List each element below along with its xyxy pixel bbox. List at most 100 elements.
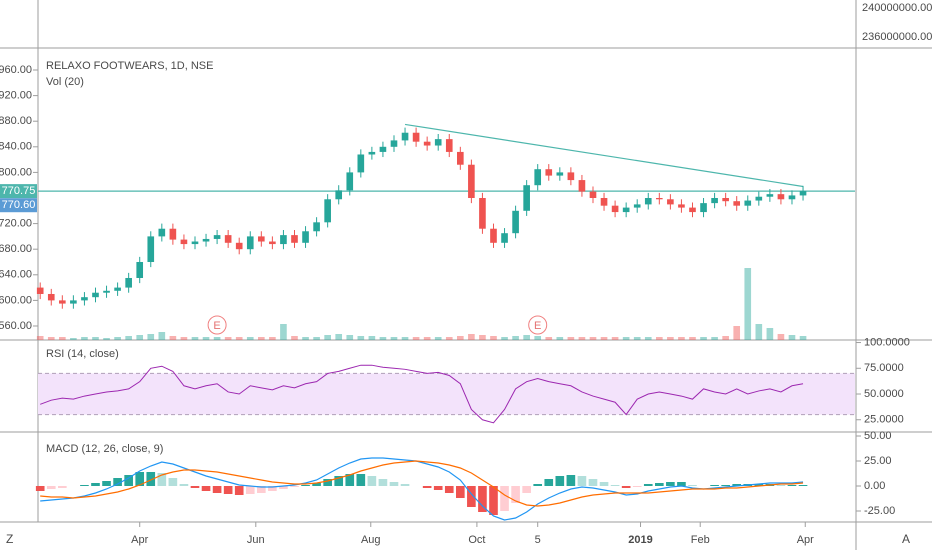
earnings-label: E [213, 320, 220, 332]
volume-bar [788, 335, 796, 340]
macd-histogram-bar [168, 478, 178, 486]
macd-histogram-bar [301, 485, 310, 486]
macd-histogram-bar [378, 479, 388, 486]
volume-bar [490, 336, 497, 340]
candle-body [180, 239, 188, 245]
candle-body [191, 241, 199, 245]
x-tick-label: Oct [468, 534, 485, 546]
candle-body [578, 180, 586, 192]
candle-body [744, 200, 752, 206]
candle-body [567, 172, 575, 181]
price-label-box [0, 184, 37, 199]
volume-bar [114, 337, 121, 340]
volume-bar [246, 337, 254, 340]
macd-histogram-bar [511, 486, 520, 503]
candle-body [357, 154, 365, 173]
volume-bar [501, 337, 508, 340]
candle-body [235, 242, 243, 250]
y-tick-label: -25.00 [864, 505, 895, 517]
earnings-marker [207, 315, 227, 335]
candle-body [788, 195, 796, 200]
candle-body [59, 300, 66, 304]
macd-histogram-bar [533, 484, 543, 486]
volume-bar [678, 337, 685, 340]
volume-bar [280, 324, 287, 340]
macd-histogram-bar [124, 475, 133, 486]
volume-bar [512, 336, 519, 340]
volume-bar [202, 337, 210, 340]
macd-histogram-bar [544, 479, 554, 486]
volume-bar [722, 336, 729, 340]
volume-bar [401, 337, 409, 340]
macd-histogram-bar [555, 476, 565, 486]
candle-body [689, 207, 696, 213]
y-tick-label: 25.0000 [864, 414, 904, 426]
candle-body [722, 197, 729, 202]
candle-body [534, 169, 542, 186]
volume-bar [36, 336, 44, 340]
macd-histogram-bar [334, 476, 344, 486]
macd-histogram-bar [157, 473, 167, 486]
y-tick-label: 960.00 [0, 64, 32, 76]
macd-histogram-bar [677, 482, 686, 486]
macd-legend: MACD (12, 26, close, 9) [46, 443, 163, 455]
y-tick-label: 100.0000 [864, 336, 910, 348]
volume-bar [589, 337, 597, 340]
macd-histogram-bar [323, 479, 332, 486]
macd-histogram-bar [522, 486, 531, 493]
macd-histogram-bar [588, 479, 598, 486]
y-tick-label: 640.00 [0, 269, 32, 281]
x-tick-label: 2019 [628, 534, 652, 546]
price-label-box [0, 198, 37, 213]
macd-histogram-bar [500, 486, 509, 511]
candle-body [36, 287, 44, 294]
volume-bar [744, 268, 752, 340]
auto-scale-button[interactable]: A [902, 532, 910, 546]
volume-bar [556, 337, 564, 340]
volume-bar [92, 337, 99, 340]
candle-body [158, 228, 166, 237]
candle-body [644, 197, 652, 205]
volume-bar [59, 337, 66, 340]
y-tick-label: 600.00 [0, 294, 32, 306]
macd-histogram-bar [599, 482, 609, 486]
x-tick-label: Aug [361, 534, 381, 546]
candle-body [47, 293, 55, 301]
macd-histogram-bar [776, 485, 786, 486]
volume-bar [578, 337, 586, 340]
y-tick-label: 840.00 [0, 141, 32, 153]
candle-body [633, 204, 641, 208]
candle-body [313, 222, 320, 232]
candle-body [114, 287, 121, 291]
volume-bar [224, 337, 232, 340]
macd-histogram-bar [643, 484, 653, 486]
x-tick-label: 5 [535, 534, 541, 546]
candle-body [755, 196, 763, 201]
candle-body [656, 197, 663, 200]
macd-histogram-bar [389, 482, 399, 486]
y-tick-label: 920.00 [0, 90, 32, 102]
volume-bar [357, 336, 365, 340]
candle-body [202, 238, 210, 242]
price-label: 770.60 [2, 199, 36, 211]
volume-bar [125, 336, 132, 340]
volume-bar [103, 338, 110, 340]
rsi-legend: RSI (14, close) [46, 348, 119, 360]
macd-histogram-bar [179, 484, 189, 486]
volume-bar [600, 337, 608, 340]
macd-histogram-bar [688, 485, 697, 486]
macd-histogram-bar [279, 486, 288, 489]
macd-histogram-bar [400, 484, 410, 486]
volume-bar [755, 324, 763, 340]
volume-bar [147, 334, 155, 340]
macd-histogram-bar [312, 483, 321, 486]
candle-body [346, 172, 354, 191]
zoom-button[interactable]: Z [6, 532, 13, 546]
macd-histogram-bar [467, 486, 476, 507]
macd-histogram-bar [655, 483, 664, 486]
volume-bar [390, 337, 398, 340]
macd-histogram-bar [268, 486, 277, 491]
macd-histogram-bar [666, 482, 675, 486]
